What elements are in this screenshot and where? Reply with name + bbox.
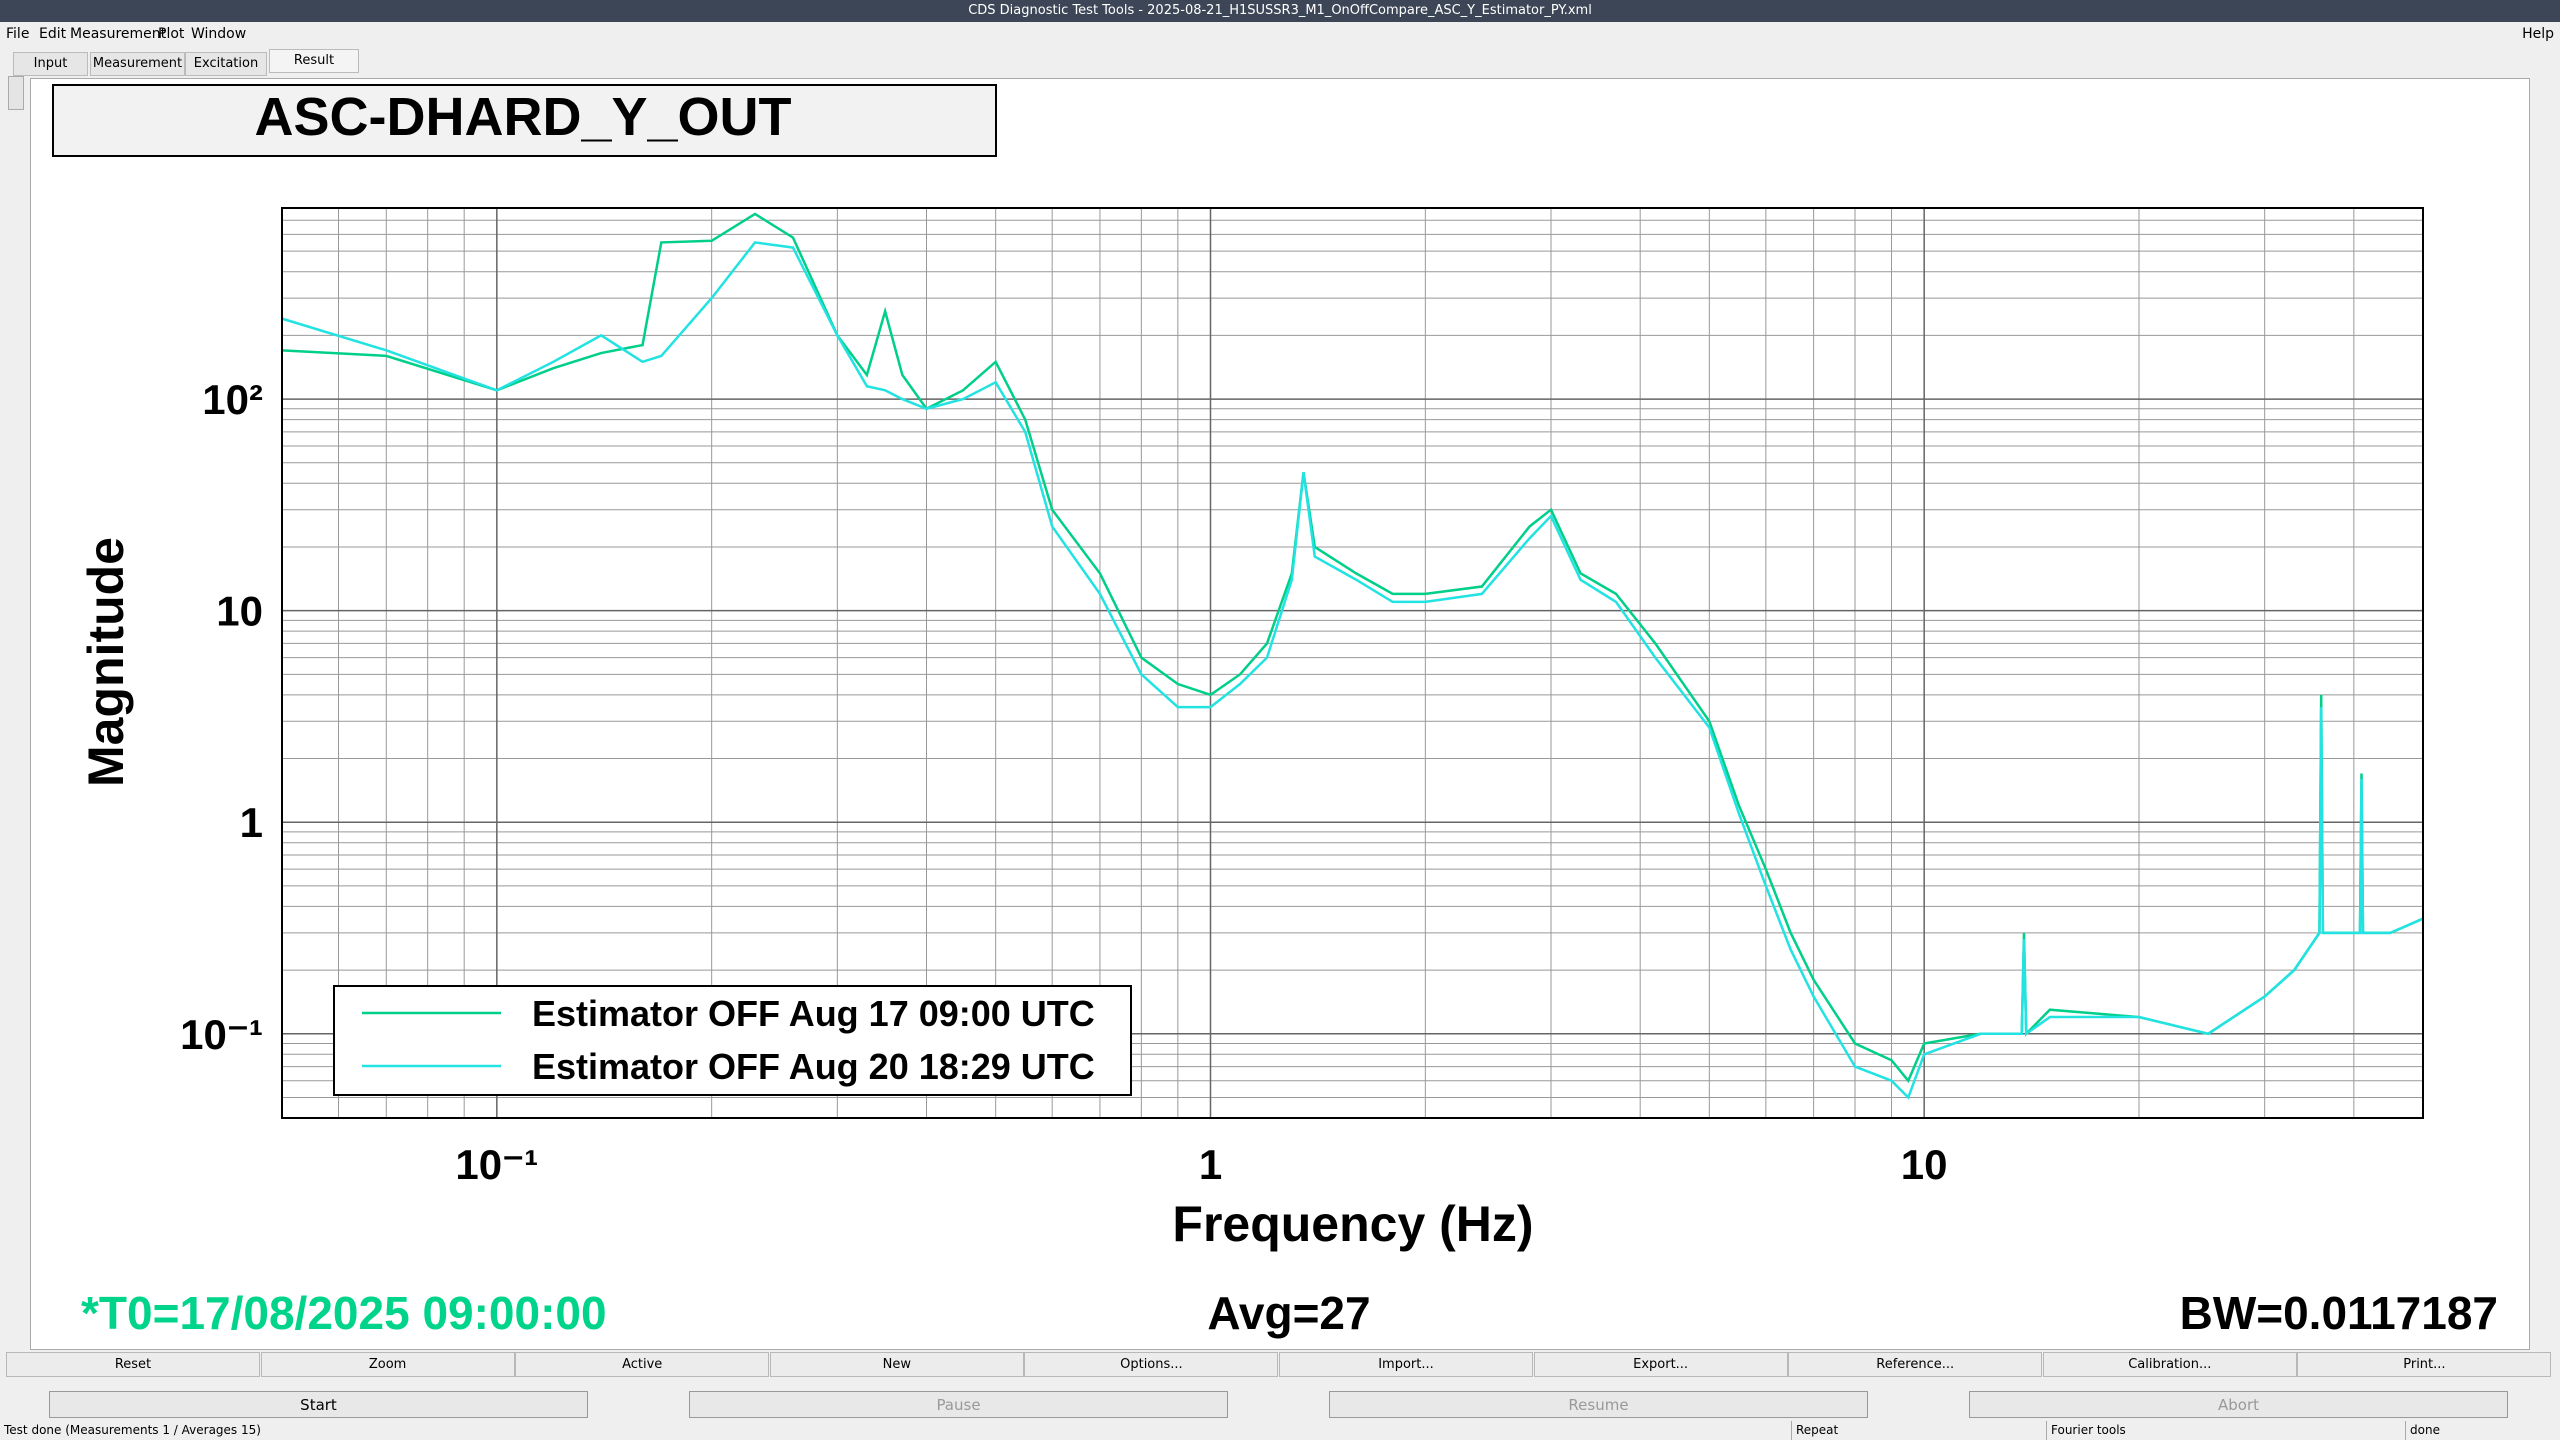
y-tick-label: 10² <box>202 376 263 423</box>
plot-pad: ASC-DHARD_Y_OUT Frequency (Hz) Magnitude… <box>30 78 2530 1350</box>
tab[interactable]: Input <box>13 52 88 76</box>
abort-button[interactable]: Abort <box>1969 1391 2508 1418</box>
menu-item[interactable]: Edit <box>39 26 67 42</box>
toolbar-button[interactable]: Import... <box>1279 1352 1533 1377</box>
chart-title: ASC-DHARD_Y_OUT <box>254 87 791 147</box>
status-text: done <box>2405 1421 2560 1440</box>
bw-info: BW=0.0117187 <box>2180 1287 2498 1339</box>
legend-box <box>333 985 1132 1096</box>
window-title: CDS Diagnostic Test Tools - 2025-08-21_H… <box>0 0 2560 22</box>
toolbar-button[interactable]: Reset <box>6 1352 260 1377</box>
menu-item[interactable]: Window <box>191 26 247 42</box>
status-text: Test done (Measurements 1 / Averages 15) <box>0 1421 1791 1440</box>
menu-item[interactable]: Plot <box>158 26 185 42</box>
tab[interactable]: Measurement <box>90 52 185 76</box>
start-button[interactable]: Start <box>49 1391 588 1418</box>
toolbar-button[interactable]: Calibration... <box>2042 1352 2297 1377</box>
x-tick-label: 10⁻¹ <box>455 1141 538 1188</box>
toolbar-button[interactable]: Active <box>515 1352 770 1377</box>
y-tick-label: 10 <box>216 588 263 635</box>
title-box <box>52 84 997 157</box>
tab[interactable]: Excitation <box>185 52 267 76</box>
side-scroll[interactable] <box>8 76 24 110</box>
toolbar-button[interactable]: Print... <box>2297 1352 2552 1377</box>
y-tick-label: 10⁻¹ <box>180 1011 263 1058</box>
x-tick-label: 10 <box>1901 1141 1948 1188</box>
pause-button[interactable]: Pause <box>689 1391 1228 1418</box>
chart: ASC-DHARD_Y_OUT Frequency (Hz) Magnitude… <box>52 84 2498 1339</box>
menu-item[interactable]: Measurement <box>70 26 167 42</box>
x-axis-label: Frequency (Hz) <box>1172 1196 1533 1252</box>
toolbar-button[interactable]: Reference... <box>1788 1352 2043 1377</box>
avg-info: Avg=27 <box>1207 1287 1370 1339</box>
y-axis-label: Magnitude <box>78 537 134 787</box>
x-tick-label: 1 <box>1199 1141 1222 1188</box>
status-text: Fourier tools <box>2046 1421 2405 1440</box>
toolbar-button[interactable]: Zoom <box>260 1352 515 1377</box>
legend-label: Estimator OFF Aug 20 18:29 UTC <box>532 1046 1095 1087</box>
resume-button[interactable]: Resume <box>1329 1391 1868 1418</box>
status-text: Repeat <box>1791 1421 2046 1440</box>
series-line <box>281 212 2424 1084</box>
tab-active[interactable]: Result <box>269 49 359 73</box>
plot-frame <box>281 207 2424 1119</box>
y-tick-label: 1 <box>240 799 263 846</box>
series-line <box>281 241 2424 1100</box>
toolbar-button[interactable]: New <box>769 1352 1024 1377</box>
legend-label: Estimator OFF Aug 17 09:00 UTC <box>532 993 1095 1034</box>
t0-info: *T0=17/08/2025 09:00:00 <box>81 1287 607 1339</box>
toolbar-button[interactable]: Export... <box>1533 1352 1788 1377</box>
help-menu[interactable]: Help <box>2522 26 2554 42</box>
menu-item[interactable]: File <box>6 26 30 42</box>
toolbar-button[interactable]: Options... <box>1024 1352 1279 1377</box>
